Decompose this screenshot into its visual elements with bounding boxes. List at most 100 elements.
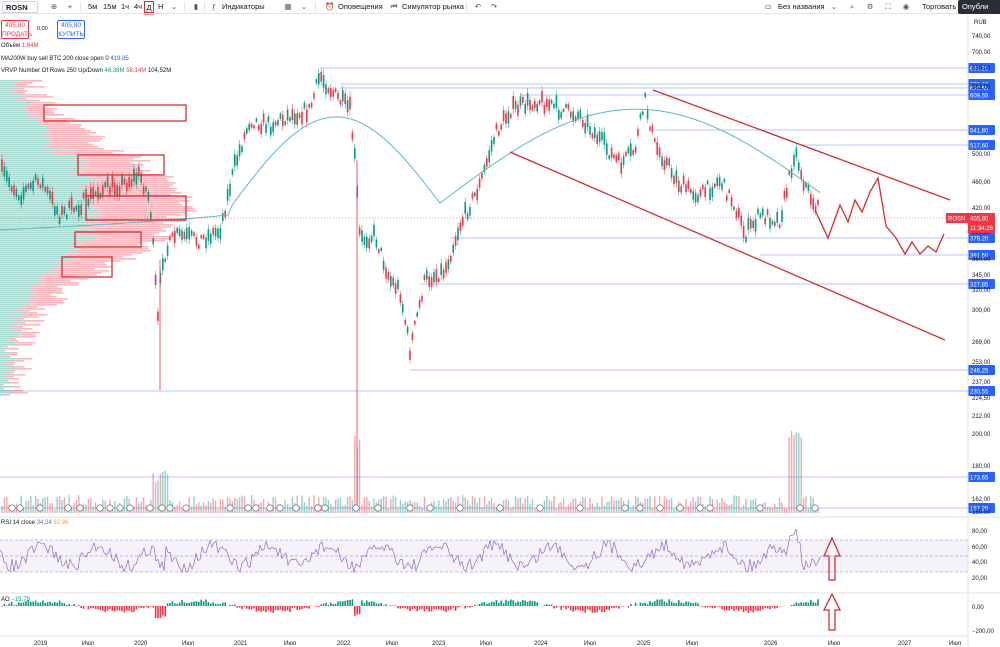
candle-body <box>502 110 505 121</box>
chevron-down-icon[interactable]: ⌄ <box>170 2 178 11</box>
volume-bar <box>490 498 493 513</box>
vrvp-legend[interactable]: VRVP Number Of Rows 250 Up/Down 46,38M 5… <box>1 68 172 74</box>
timeframe-week[interactable]: Н <box>158 2 164 11</box>
volume-bar <box>289 506 291 513</box>
alerts-button[interactable]: Оповещения <box>338 2 383 11</box>
volume-bar <box>810 495 812 513</box>
timeframe-day[interactable]: Д <box>144 1 154 13</box>
chevron-down-icon[interactable]: ⌄ <box>830 2 838 11</box>
volume-bar <box>92 506 94 513</box>
earnings-marker <box>676 504 684 512</box>
candle-body <box>740 215 742 226</box>
ao-bar <box>34 600 37 606</box>
search-icon[interactable]: ⌕ <box>849 2 855 11</box>
ao-bar <box>142 606 145 609</box>
ma-legend[interactable]: MA200W buy sell BTC 200 close open 0 419… <box>1 56 129 62</box>
vrvp-up-row <box>0 358 19 360</box>
candle-body <box>541 90 543 103</box>
camera-icon[interactable]: ◉ <box>902 2 910 11</box>
vrvp-down-row <box>80 166 140 168</box>
ao-bar <box>757 606 759 612</box>
vrvp-up-row <box>0 266 66 268</box>
vrvp-up-row <box>0 218 100 220</box>
price-tick: 269,00 <box>972 340 991 346</box>
candle-body <box>524 103 526 114</box>
candle-body <box>291 108 294 121</box>
candle-body <box>644 93 646 98</box>
vrvp-up-row <box>0 178 96 180</box>
redo-icon[interactable]: ↷ <box>490 2 498 11</box>
timeframe-15m[interactable]: 15м <box>103 2 117 11</box>
gear-icon[interactable]: ⚙ <box>866 2 874 11</box>
vrvp-up-row <box>0 244 78 246</box>
alarm-clock-icon[interactable]: ⏰ <box>325 2 335 11</box>
ao-bar <box>121 606 123 612</box>
ao-bar <box>344 600 346 606</box>
price-tick: 162,00 <box>972 497 991 503</box>
earnings-marker <box>266 504 274 512</box>
candle-body <box>774 221 776 227</box>
replay-icon[interactable]: ⏮ <box>390 2 398 11</box>
vrvp-down-row <box>8 370 16 372</box>
vrvp-up-row <box>0 216 86 218</box>
vrvp-up-row <box>0 304 30 306</box>
vrvp-down-row <box>12 92 26 94</box>
indicators-button[interactable]: Индикаторы <box>222 2 265 11</box>
volume-bar <box>682 507 685 513</box>
ao-bar <box>817 599 819 606</box>
candle-body <box>627 147 630 154</box>
volume-bar <box>73 502 75 513</box>
trade-button[interactable]: Торговать <box>922 2 957 11</box>
compare-symbol-icon[interactable]: ⊕ <box>50 2 58 11</box>
ao-bar <box>51 603 54 606</box>
vrvp-up-row <box>0 146 45 148</box>
ao-bar <box>330 602 332 606</box>
volume-legend[interactable]: Объём 1,84M <box>1 43 39 49</box>
highlight-box <box>74 231 142 248</box>
timeframe-4h[interactable]: 4ч <box>134 2 143 11</box>
replay-button[interactable]: Симулятор рынка <box>402 2 464 11</box>
symbol-search-button[interactable]: ROSN <box>2 1 38 13</box>
level-tag: 517,60 <box>970 144 989 150</box>
vrvp-down-row <box>10 382 19 384</box>
buy-button[interactable]: 405,80 КУПИТЬ <box>57 20 85 39</box>
rsi-line <box>0 528 821 574</box>
candle-body <box>471 193 474 199</box>
ao-bar <box>404 606 406 609</box>
templates-icon[interactable]: ▦ <box>284 2 292 11</box>
layout-icon[interactable]: ▭ <box>764 2 772 11</box>
vrvp-up-row <box>0 342 16 344</box>
sell-button[interactable]: 405,80 ПРОДАТЬ <box>1 20 32 39</box>
channel-upper-line <box>652 89 951 201</box>
chevron-down-icon[interactable]: ⌄ <box>300 2 308 11</box>
vrvp-down-row <box>40 280 71 282</box>
candle-body <box>361 229 363 242</box>
layout-name-button[interactable]: Без названия <box>778 2 825 11</box>
fullscreen-icon[interactable]: ⛶ <box>885 2 891 11</box>
candle-body <box>375 239 378 248</box>
candles-icon[interactable]: ▮ <box>193 2 199 11</box>
level-tag: 361,50 <box>970 254 989 260</box>
ao-bar <box>596 606 598 613</box>
candle-body <box>706 180 709 185</box>
price-tick: 212,00 <box>972 414 991 420</box>
volume-bar <box>370 506 373 513</box>
candle-body <box>30 182 32 189</box>
indicators-icon[interactable]: ƒ <box>211 2 217 11</box>
volume-bar <box>567 504 570 513</box>
candlesticks <box>1 67 819 505</box>
publish-button[interactable]: Опубли <box>958 0 1000 14</box>
timeframe-1h[interactable]: 1ч <box>121 2 130 11</box>
timeframe-5m[interactable]: 5м <box>88 2 98 11</box>
ao-legend[interactable]: AO −15,79 <box>1 597 30 603</box>
add-symbol-icon[interactable]: + <box>67 2 73 11</box>
ao-bar <box>634 602 637 606</box>
rsi-legend[interactable]: RSI 14 close 34,24 32,96 <box>1 520 69 526</box>
candle-body <box>658 147 661 157</box>
ao-bar <box>56 602 58 606</box>
ao-bar <box>334 603 337 606</box>
price-chart[interactable]: 663,25632,15620,55609,55541,80517,60379,… <box>0 14 1000 647</box>
volume-bar <box>793 435 795 513</box>
vrvp-down-row <box>85 216 167 218</box>
undo-icon[interactable]: ↶ <box>474 2 482 11</box>
